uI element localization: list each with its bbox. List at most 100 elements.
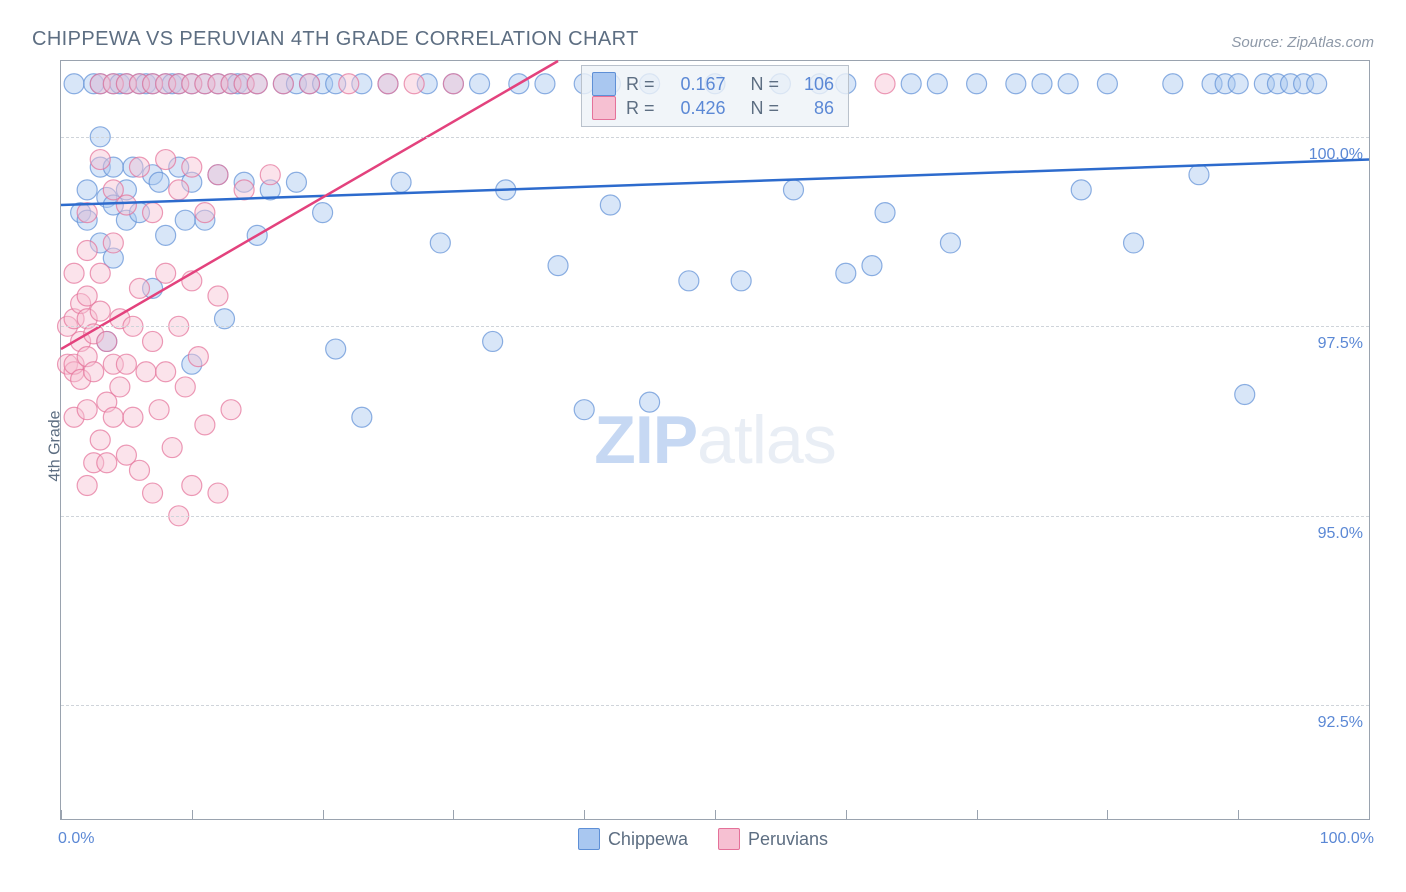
legend-r-label: R =: [626, 98, 660, 119]
data-point: [875, 203, 895, 223]
source-note: Source: ZipAtlas.com: [1231, 34, 1374, 51]
legend-n-label: N =: [736, 98, 785, 119]
chart-title: CHIPPEWA VS PERUVIAN 4TH GRADE CORRELATI…: [32, 28, 639, 51]
data-point: [1032, 74, 1052, 94]
trend-line: [61, 160, 1369, 205]
data-point: [143, 331, 163, 351]
x-tick: [323, 810, 324, 820]
data-point: [136, 362, 156, 382]
header: CHIPPEWA VS PERUVIAN 4TH GRADE CORRELATI…: [32, 28, 1374, 51]
data-point: [143, 483, 163, 503]
data-point: [97, 453, 117, 473]
data-point: [84, 362, 104, 382]
data-point: [110, 377, 130, 397]
data-point: [129, 278, 149, 298]
legend-r-value: 0.167: [670, 74, 726, 95]
source-name: ZipAtlas.com: [1287, 34, 1374, 51]
y-tick-label: 95.0%: [1318, 525, 1363, 543]
data-point: [483, 331, 503, 351]
data-point: [143, 203, 163, 223]
legend-n-value: 106: [794, 74, 834, 95]
x-tick: [192, 810, 193, 820]
data-point: [339, 74, 359, 94]
data-point: [64, 263, 84, 283]
data-point: [391, 172, 411, 192]
data-point: [430, 233, 450, 253]
data-point: [967, 74, 987, 94]
x-tick: [1107, 810, 1108, 820]
data-point: [195, 203, 215, 223]
gridline: [61, 326, 1369, 327]
y-tick-label: 92.5%: [1318, 714, 1363, 732]
gridline: [61, 705, 1369, 706]
data-point: [175, 210, 195, 230]
data-point: [1235, 385, 1255, 405]
x-tick: [1238, 810, 1239, 820]
y-tick-label: 100.0%: [1309, 146, 1363, 164]
data-point: [1307, 74, 1327, 94]
data-point: [64, 74, 84, 94]
legend-n-label: N =: [736, 74, 785, 95]
legend-r-label: R =: [626, 74, 660, 95]
data-point: [129, 460, 149, 480]
data-point: [247, 74, 267, 94]
data-point: [195, 415, 215, 435]
data-point: [940, 233, 960, 253]
data-point: [535, 74, 555, 94]
data-point: [1189, 165, 1209, 185]
data-point: [783, 180, 803, 200]
data-point: [97, 331, 117, 351]
data-point: [600, 195, 620, 215]
data-point: [679, 271, 699, 291]
data-point: [182, 157, 202, 177]
plot-area: ZIPatlas R = 0.167 N = 106R = 0.426 N = …: [60, 60, 1370, 820]
data-point: [1097, 74, 1117, 94]
data-point: [548, 256, 568, 276]
data-point: [90, 301, 110, 321]
legend-swatch: [592, 96, 616, 120]
legend-n-value: 86: [794, 98, 834, 119]
data-point: [90, 430, 110, 450]
data-point: [208, 483, 228, 503]
data-point: [1124, 233, 1144, 253]
legend-series-name: Peruvians: [748, 829, 828, 850]
bottom-legend-item: Peruvians: [718, 828, 828, 850]
data-point: [313, 203, 333, 223]
data-point: [378, 74, 398, 94]
data-point: [156, 150, 176, 170]
data-point: [169, 180, 189, 200]
data-point: [901, 74, 921, 94]
data-point: [326, 339, 346, 359]
data-point: [116, 354, 136, 374]
data-point: [208, 165, 228, 185]
data-point: [123, 407, 143, 427]
x-tick: [453, 810, 454, 820]
data-point: [156, 225, 176, 245]
data-point: [90, 150, 110, 170]
gridline: [61, 137, 1369, 138]
data-point: [234, 180, 254, 200]
data-point: [286, 172, 306, 192]
data-point: [149, 172, 169, 192]
x-tick: [584, 810, 585, 820]
source-prefix: Source:: [1231, 34, 1287, 51]
data-point: [162, 438, 182, 458]
data-point: [927, 74, 947, 94]
data-point: [156, 263, 176, 283]
data-point: [352, 407, 372, 427]
data-point: [1228, 74, 1248, 94]
data-point: [470, 74, 490, 94]
data-point: [1163, 74, 1183, 94]
data-point: [188, 347, 208, 367]
data-point: [836, 263, 856, 283]
data-point: [1071, 180, 1091, 200]
x-tick: [1369, 810, 1370, 820]
stats-legend: R = 0.167 N = 106R = 0.426 N = 86: [581, 65, 849, 127]
legend-swatch: [718, 828, 740, 850]
bottom-legend-item: Chippewa: [578, 828, 688, 850]
data-point: [103, 233, 123, 253]
x-tick: [715, 810, 716, 820]
legend-swatch: [578, 828, 600, 850]
data-point: [77, 400, 97, 420]
y-tick-label: 97.5%: [1318, 335, 1363, 353]
